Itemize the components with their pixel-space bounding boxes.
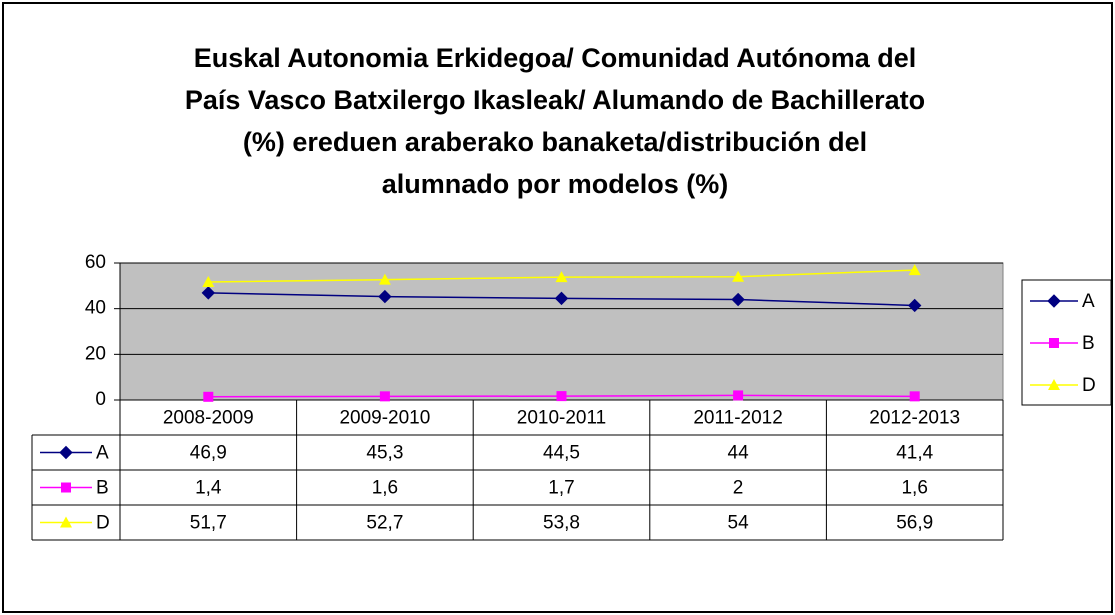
table-value: 1,6 xyxy=(901,478,927,499)
x-tick-label: 2009-2010 xyxy=(339,408,430,429)
marker xyxy=(556,391,567,402)
marker xyxy=(732,270,745,282)
marker xyxy=(202,275,215,287)
legend-label: D xyxy=(1082,375,1096,396)
marker xyxy=(201,286,216,300)
marker xyxy=(909,391,920,402)
table-series-name: A xyxy=(96,443,109,464)
marker xyxy=(1048,379,1060,390)
y-tick-label: 20 xyxy=(85,343,106,364)
table-value: 45,3 xyxy=(366,443,403,464)
marker xyxy=(379,391,390,402)
table-value: 44,5 xyxy=(543,443,580,464)
table-value: 46,9 xyxy=(190,443,227,464)
table-value: 51,7 xyxy=(190,513,227,534)
marker xyxy=(731,292,745,307)
x-tick-label: 2010-2011 xyxy=(517,408,606,429)
marker xyxy=(1049,338,1059,348)
y-tick-label: 60 xyxy=(85,252,106,273)
table-series-name: B xyxy=(96,478,109,499)
marker xyxy=(733,390,744,401)
table-value: 56,9 xyxy=(896,513,933,534)
marker xyxy=(378,289,392,304)
table-value: 1,7 xyxy=(548,478,574,499)
marker xyxy=(1047,294,1061,308)
table-value: 2 xyxy=(733,478,744,499)
legend-label: B xyxy=(1082,333,1095,354)
marker xyxy=(61,482,71,493)
marker xyxy=(203,391,214,402)
marker xyxy=(554,291,569,306)
table-value: 52,7 xyxy=(366,513,403,534)
x-tick-label: 2012-2013 xyxy=(869,408,960,429)
y-tick-label: 0 xyxy=(95,389,106,410)
table-value: 1,6 xyxy=(372,478,398,499)
marker xyxy=(378,273,391,285)
table-series-name: D xyxy=(96,513,110,534)
chart-title: Euskal Autonomia Erkidegoa/ Comunidad Au… xyxy=(194,43,917,73)
legend-label: A xyxy=(1082,291,1095,312)
chart-title: (%) ereduen araberako banaketa/distribuc… xyxy=(243,127,867,157)
table-value: 44 xyxy=(728,443,750,464)
chart-title: alumnado por modelos (%) xyxy=(382,169,729,199)
plot-area xyxy=(119,262,1004,401)
x-tick-label: 2011-2012 xyxy=(693,408,782,429)
marker xyxy=(908,264,921,276)
table-value: 53,8 xyxy=(543,513,580,534)
marker xyxy=(555,271,568,283)
marker xyxy=(907,298,922,313)
marker xyxy=(59,445,73,460)
marker xyxy=(60,516,72,528)
table-value: 1,4 xyxy=(195,478,222,499)
x-tick-label: 2008-2009 xyxy=(163,408,254,429)
y-tick-label: 40 xyxy=(85,298,106,319)
table-value: 41,4 xyxy=(896,443,933,464)
chart-title: País Vasco Batxilergo Ikasleak/ Alumando… xyxy=(185,85,925,115)
table-value: 54 xyxy=(728,513,750,534)
